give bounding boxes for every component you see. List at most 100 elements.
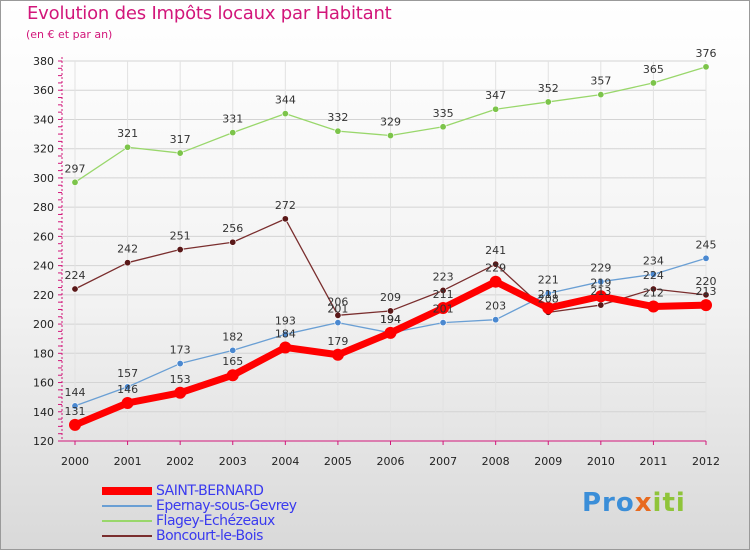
- y-tick-label-320: 320: [33, 143, 54, 156]
- logo-part-1: Pro: [582, 488, 635, 518]
- point-epernay-sous-gevrey-2008: [492, 316, 500, 324]
- point-saint-bernard-2005: [331, 348, 344, 361]
- data-label-boncourt-le-bois-2001: 242: [117, 243, 138, 256]
- data-label-epernay-sous-gevrey-2011: 234: [643, 254, 664, 267]
- point-boncourt-le-bois-2011: [649, 285, 657, 293]
- point-saint-bernard-2007: [437, 302, 450, 314]
- point-epernay-sous-gevrey-2001: [124, 383, 132, 391]
- point-flagey-ech-zeaux-2011: [649, 79, 657, 87]
- data-label-saint-bernard-2001: 146: [117, 383, 138, 396]
- y-tick-label-180: 180: [33, 347, 54, 360]
- x-tick-label-2003: 2003: [219, 455, 247, 468]
- x-tick-label-2007: 2007: [429, 455, 457, 468]
- x-tick-label-2012: 2012: [692, 455, 720, 468]
- legend-swatch-flagey: [102, 520, 152, 522]
- point-flagey-ech-zeaux-2003: [229, 129, 237, 137]
- point-flagey-ech-zeaux-2007: [439, 123, 447, 131]
- logo-part-2: x: [634, 488, 653, 518]
- point-saint-bernard-2010: [594, 290, 607, 303]
- x-tick-label-2011: 2011: [639, 455, 667, 468]
- y-tick-label-360: 360: [33, 84, 54, 97]
- data-label-boncourt-le-bois-2008: 241: [485, 244, 506, 257]
- y-tick-label-380: 380: [33, 55, 54, 68]
- data-label-flagey-ech-zeaux-2005: 332: [327, 111, 348, 124]
- data-label-epernay-sous-gevrey-2008: 203: [485, 300, 506, 313]
- data-label-saint-bernard-2004: 184: [275, 327, 296, 340]
- point-boncourt-le-bois-2007: [439, 286, 447, 294]
- data-label-saint-bernard-2003: 165: [222, 355, 243, 368]
- x-tick-label-2009: 2009: [534, 455, 562, 468]
- point-boncourt-le-bois-2006: [386, 307, 394, 315]
- data-label-saint-bernard-2005: 179: [327, 335, 348, 348]
- data-label-flagey-ech-zeaux-2000: 297: [65, 162, 86, 175]
- point-epernay-sous-gevrey-2010: [597, 278, 605, 286]
- point-saint-bernard-2012: [700, 299, 712, 312]
- data-label-boncourt-le-bois-2002: 251: [170, 230, 191, 243]
- data-label-flagey-ech-zeaux-2001: 321: [117, 127, 138, 140]
- data-label-boncourt-le-bois-2011: 224: [643, 269, 664, 282]
- y-tick-label-300: 300: [33, 172, 54, 185]
- point-saint-bernard-2001: [121, 397, 134, 409]
- axes: 120 140 160 180 200 220 240 260 280 300 320 340 360 3…: [33, 55, 720, 468]
- data-label-boncourt-le-bois-2009: 208: [538, 292, 559, 305]
- point-saint-bernard-2008: [489, 275, 502, 288]
- point-boncourt-le-bois-2004: [281, 215, 289, 223]
- data-label-saint-bernard-2009: 211: [538, 288, 559, 301]
- data-label-flagey-ech-zeaux-2003: 331: [222, 113, 243, 126]
- point-boncourt-le-bois-2003: [229, 238, 237, 246]
- point-flagey-ech-zeaux-2004: [281, 110, 289, 118]
- point-saint-bernard-2002: [174, 386, 187, 399]
- data-label-saint-bernard-2002: 153: [170, 373, 191, 386]
- point-saint-bernard-2011: [647, 300, 660, 313]
- data-label-saint-bernard-2012: 213: [696, 285, 717, 298]
- point-boncourt-le-bois-2001: [124, 259, 132, 267]
- series-layer: [69, 63, 712, 431]
- legend-label-flagey: Flagey-Echézeaux: [156, 513, 275, 529]
- point-flagey-ech-zeaux-2008: [492, 105, 500, 113]
- data-label-epernay-sous-gevrey-2001: 157: [117, 367, 138, 380]
- x-tick-label-2004: 2004: [271, 455, 299, 468]
- point-saint-bernard-2006: [384, 326, 397, 339]
- point-saint-bernard-2009: [542, 302, 555, 314]
- point-saint-bernard-2003: [226, 369, 239, 382]
- x-tick-label-2006: 2006: [377, 455, 405, 468]
- point-flagey-ech-zeaux-2000: [71, 178, 79, 186]
- data-label-epernay-sous-gevrey-2006: 194: [380, 313, 401, 326]
- chart-subtitle: (en € et par an): [26, 28, 113, 41]
- point-flagey-ech-zeaux-2002: [176, 149, 184, 157]
- y-tick-label-240: 240: [33, 260, 54, 273]
- y-tick-label-140: 140: [33, 406, 54, 419]
- y-tick-label-340: 340: [33, 113, 54, 126]
- data-label-boncourt-le-bois-2012: 220: [696, 275, 717, 288]
- data-label-flagey-ech-zeaux-2012: 376: [696, 47, 717, 60]
- point-epernay-sous-gevrey-2000: [71, 402, 79, 410]
- data-label-saint-bernard-2011: 212: [643, 287, 664, 300]
- data-label-flagey-ech-zeaux-2002: 317: [170, 133, 191, 146]
- point-epernay-sous-gevrey-2011: [649, 270, 657, 278]
- chart-title: Evolution des Impôts locaux par Habitant: [27, 3, 392, 24]
- data-label-epernay-sous-gevrey-2012: 245: [696, 238, 717, 251]
- point-flagey-ech-zeaux-2005: [334, 127, 342, 135]
- point-flagey-ech-zeaux-2006: [386, 132, 394, 140]
- data-labels: 297 321 317 331 344 332 329 335 347 352 357 365 376 2…: [65, 47, 717, 418]
- point-epernay-sous-gevrey-2004: [281, 330, 289, 338]
- point-epernay-sous-gevrey-2005: [334, 319, 342, 327]
- legend-swatch-epernay: [102, 505, 152, 507]
- data-label-boncourt-le-bois-2005: 206: [327, 295, 348, 308]
- data-label-epernay-sous-gevrey-2005: 201: [327, 303, 348, 316]
- data-label-saint-bernard-2000: 131: [65, 405, 86, 418]
- data-label-epernay-sous-gevrey-2003: 182: [222, 330, 243, 343]
- data-label-saint-bernard-2007: 211: [433, 288, 454, 301]
- x-tick-label-2010: 2010: [587, 455, 615, 468]
- logo-part-3: iti: [652, 488, 686, 518]
- point-epernay-sous-gevrey-2009: [544, 289, 552, 297]
- legend-label-boncourt: Boncourt-le-Bois: [156, 528, 263, 544]
- y-tick-label-120: 120: [33, 435, 54, 448]
- point-flagey-ech-zeaux-2001: [124, 143, 132, 151]
- proxiti-logo: Proxiti: [582, 488, 686, 518]
- y-tick-label-160: 160: [33, 377, 54, 390]
- data-label-epernay-sous-gevrey-2004: 193: [275, 314, 296, 327]
- data-label-epernay-sous-gevrey-2002: 173: [170, 344, 191, 357]
